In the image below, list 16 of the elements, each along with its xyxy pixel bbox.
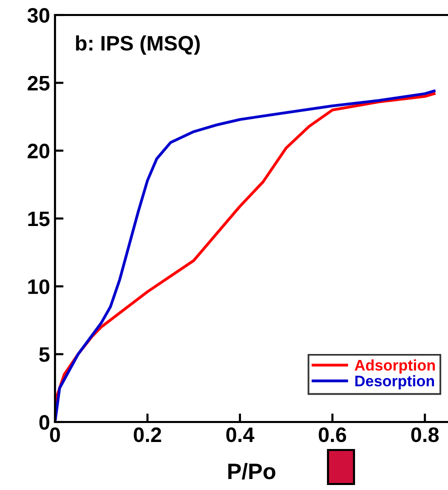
y-tick-label: 5 (39, 347, 50, 362)
x-axis-title: P/Po (228, 462, 276, 480)
x-tick-label: 0.2 (134, 427, 162, 442)
y-tick-label: 20 (28, 144, 50, 158)
legend-label: Adsorption (354, 359, 435, 374)
annotation: b: IPS (MSQ) (76, 35, 200, 55)
x-tick-label: 0 (50, 427, 60, 442)
y-tick-label: 15 (28, 212, 50, 226)
y-tick-label: 25 (28, 76, 50, 91)
x-tick-label: 0.6 (318, 427, 346, 442)
legend-label: Desorption (355, 375, 434, 390)
x-tick-label: 0.8 (411, 427, 439, 442)
y-tick-label: 30 (27, 8, 50, 23)
y-tick-label: 10 (28, 279, 50, 294)
x-tick-label: 0.4 (226, 427, 254, 442)
y-tick-label: 0 (39, 415, 50, 430)
